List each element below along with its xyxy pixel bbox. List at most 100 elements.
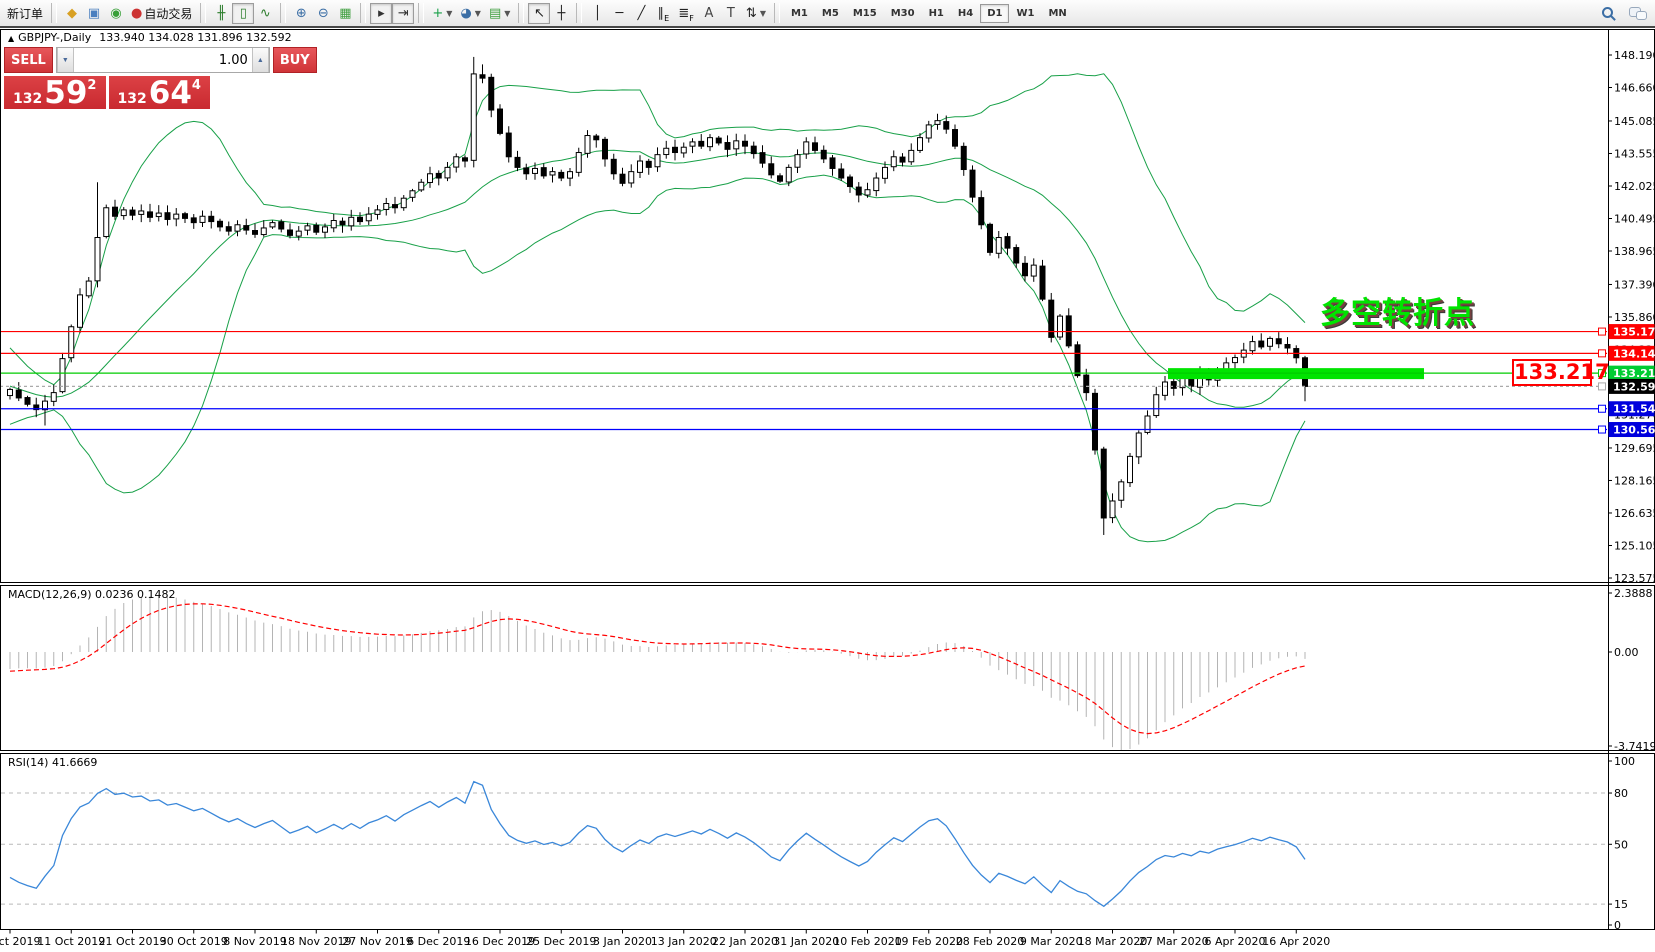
sell-button[interactable]: SELL: [4, 47, 53, 73]
toolbar-separator: [360, 3, 367, 23]
metaeditor-icon: ◆: [67, 5, 78, 21]
macd-tick-label: 2.3888: [1614, 587, 1653, 600]
periods-icon: ◕: [460, 5, 472, 21]
timeframe-m1-button[interactable]: M1: [784, 4, 815, 23]
volume-down-button[interactable]: ▼: [56, 48, 74, 72]
toolbar-separator: [576, 3, 583, 23]
crosshair-icon: ┼: [557, 5, 566, 21]
arrows-icon-button[interactable]: ⇅ ▼: [742, 3, 770, 24]
crosshair-icon-button[interactable]: ┼: [550, 3, 572, 24]
date-label: 16 Apr 2020: [1262, 935, 1330, 948]
line-anchor-square[interactable]: [1598, 369, 1606, 378]
price-tick-label: 140.495: [1614, 212, 1655, 225]
collapse-triangle-icon[interactable]: ▲: [8, 34, 15, 43]
date-label: 21 Oct 2019: [98, 935, 166, 948]
auto-scroll-icon-button[interactable]: ▸: [370, 2, 393, 24]
date-label: 28 Feb 2020: [956, 935, 1024, 948]
price-tick-label: 145.085: [1614, 115, 1655, 128]
rsi-line: [9, 780, 1306, 908]
price-tick-label: 125.105: [1614, 539, 1655, 552]
new-order-button-label: 新订单: [7, 6, 44, 21]
dropdown-arrow-icon[interactable]: ▼: [759, 8, 766, 18]
metaeditor-icon-button[interactable]: ◆: [61, 3, 83, 24]
line-anchor-square[interactable]: [1598, 404, 1606, 413]
search-icon[interactable]: [1601, 6, 1616, 21]
trendline-icon-button[interactable]: ╱: [630, 3, 652, 24]
zoom-in-icon-button[interactable]: ⊕: [290, 3, 312, 24]
toolbar-separator: [773, 3, 780, 23]
price-tick-label: 135.860: [1614, 311, 1655, 324]
chart-shift-icon-button[interactable]: ⇥: [392, 2, 415, 24]
periods-icon-button[interactable]: ◕ ▼: [456, 3, 485, 24]
dropdown-arrow-icon[interactable]: ▼: [504, 8, 511, 18]
price-badge-label: 130.563: [1613, 424, 1655, 437]
text-icon: A: [704, 5, 714, 21]
buy-button[interactable]: BUY: [272, 47, 317, 73]
tile-windows-icon-button[interactable]: ▦: [334, 3, 356, 24]
timeframe-m30-button[interactable]: M30: [884, 4, 922, 23]
rsi-indicator-label: RSI(14) 41.6669: [8, 756, 98, 769]
sell-price-display[interactable]: 132 59 2: [4, 76, 106, 109]
timeframe-mn-button[interactable]: MN: [1041, 4, 1073, 23]
channel-icon-button[interactable]: ∥ E: [652, 3, 674, 24]
price-tick-label: 128.165: [1614, 474, 1655, 487]
line-anchor-square[interactable]: [1598, 349, 1606, 358]
timeframe-w1-button[interactable]: W1: [1009, 4, 1041, 23]
date-label: 22 Jan 2020: [712, 935, 778, 948]
line-chart-icon-button[interactable]: ∿: [254, 3, 276, 24]
one-click-trading-panel: SELL ▼ ▲ BUY 132 59 2 132 64 4: [4, 47, 317, 109]
rsi-tick-label: 100: [1614, 755, 1635, 768]
bull-bear-turning-point-annotation: 多空转折点: [1320, 296, 1475, 331]
chat-icon[interactable]: [1629, 6, 1647, 20]
zoom-out-icon-button[interactable]: ⊖: [312, 3, 334, 24]
indicators-icon: +: [432, 5, 444, 21]
terminal-icon: ▣: [87, 5, 101, 21]
buy-price-display[interactable]: 132 64 4: [108, 76, 210, 109]
line-chart-icon: ∿: [259, 5, 271, 21]
timeframe-m5-button[interactable]: M5: [815, 4, 846, 23]
date-label: 31 Jan 2020: [773, 935, 839, 948]
date-label: 11 Oct 2019: [37, 935, 105, 948]
fibonacci-icon-button[interactable]: ≣ F: [674, 3, 698, 24]
price-tick-label: 126.635: [1614, 507, 1655, 520]
macd-tick-label: 0.00: [1614, 646, 1639, 659]
timeframe-d1-button[interactable]: D1: [980, 3, 1010, 23]
terminal-icon-button[interactable]: ▣: [83, 3, 105, 24]
label-icon-button[interactable]: T: [720, 3, 742, 24]
templates-icon-button[interactable]: ▤ ▼: [485, 3, 514, 24]
price-badge-134.148: [1608, 345, 1655, 361]
line-anchor-square[interactable]: [1598, 382, 1606, 391]
timeframe-h4-button[interactable]: H4: [951, 4, 980, 23]
autotrading-button[interactable]: ● 自动交易: [127, 3, 196, 24]
price-badge-label: 131.541: [1613, 403, 1655, 416]
hline-icon-button[interactable]: ─: [608, 3, 630, 24]
price-level-callout: 133.217: [1512, 359, 1610, 386]
signals-icon-button[interactable]: ◉: [105, 3, 127, 24]
text-icon-button[interactable]: A: [698, 3, 720, 24]
price-tick-label: 129.695: [1614, 442, 1655, 455]
date-label: 6 Apr 2020: [1204, 935, 1265, 948]
indicators-icon-button[interactable]: + ▼: [428, 3, 456, 24]
line-anchor-square[interactable]: [1598, 425, 1606, 434]
timeframe-m15-button[interactable]: M15: [846, 4, 884, 23]
rsi-tick-label: 50: [1614, 838, 1628, 851]
dropdown-arrow-icon[interactable]: ▼: [446, 8, 453, 18]
date-label: 25 Dec 2019: [526, 935, 596, 948]
date-label: 19 Feb 2020: [895, 935, 963, 948]
price-tick-label: 146.660: [1614, 82, 1655, 95]
candlestick-icon-button[interactable]: ▯: [232, 2, 255, 24]
dropdown-arrow-icon[interactable]: ▼: [474, 8, 481, 18]
price-tick-label: 142.025: [1614, 180, 1655, 193]
line-anchor-square[interactable]: [1598, 327, 1606, 336]
bar-chart-icon-button[interactable]: ╫: [210, 3, 232, 24]
toolbar-separator: [518, 3, 525, 23]
volume-up-button[interactable]: ▲: [251, 48, 269, 72]
channel-icon: ∥: [657, 5, 665, 21]
volume-input[interactable]: [73, 48, 252, 72]
new-order-button[interactable]: 新订单: [3, 3, 47, 24]
cursor-icon-button[interactable]: ↖: [528, 2, 551, 24]
timeframe-h1-button[interactable]: H1: [922, 4, 951, 23]
candlestick-icon: ▯: [239, 5, 247, 21]
vline-icon-button[interactable]: │: [586, 3, 608, 24]
